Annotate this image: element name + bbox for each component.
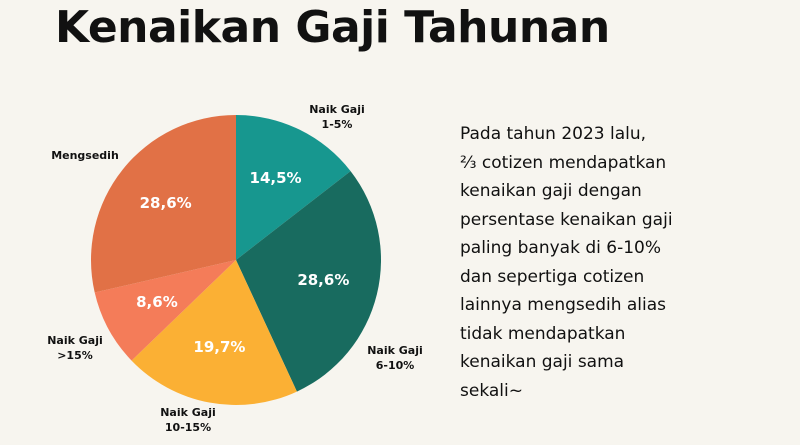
category-label: Naik Gaji 10-15% [160, 406, 216, 434]
description-line: sekali~ [460, 380, 523, 401]
description-line: dan sepertiga cotizen [460, 266, 645, 287]
pie-slice [131, 260, 297, 405]
description-line: Pada tahun 2023 lalu, [460, 124, 647, 144]
description-line: kenaikan gaji dengan [460, 181, 642, 201]
category-label: Naik Gaji 6-10% [367, 344, 423, 372]
category-label: Naik Gaji >15% [47, 334, 103, 362]
value-label: 28,6% [139, 194, 192, 212]
chart-title: Kenaikan Gaji Tahunan [55, 2, 610, 53]
pie-slice [94, 260, 236, 361]
description-line: lainnya mengsedih alias [460, 295, 667, 315]
pie-slice [236, 171, 381, 392]
description-line: kenaikan gaji sama [460, 352, 625, 372]
description-line: ⅔ cotizen mendapatkan [460, 152, 667, 173]
description-line: persentase kenaikan gaji [460, 209, 673, 230]
category-label: Naik Gaji 1-5% [309, 103, 365, 131]
value-label: 14,5% [249, 169, 302, 188]
value-label: 19,7% [193, 338, 246, 357]
value-label: 28,6% [297, 271, 350, 290]
pie-slice [236, 115, 351, 260]
description-line: paling banyak di 6-10% [460, 238, 661, 258]
description: Pada tahun 2023 lalu, ⅔ cotizen mendapatk… [460, 120, 673, 405]
category-label: Mengsedih [51, 149, 119, 162]
description-line: tidak mendapatkan [460, 323, 626, 344]
pie-slice [90, 115, 236, 293]
value-label: 8,6% [136, 292, 178, 311]
